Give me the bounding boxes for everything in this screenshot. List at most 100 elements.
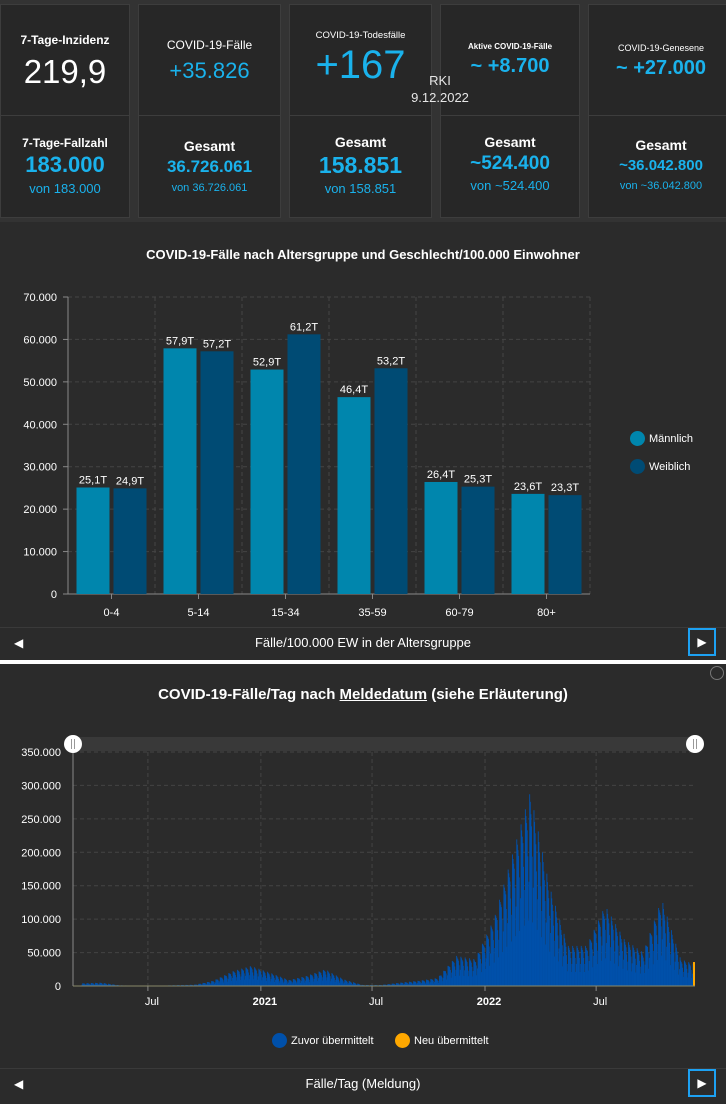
- daily-bar-zuvor: [491, 927, 493, 986]
- daily-bar-zuvor: [278, 978, 279, 986]
- chart1-next-button[interactable]: ▶: [688, 628, 716, 656]
- daily-bar-zuvor: [391, 983, 393, 986]
- daily-bar-zuvor: [414, 981, 416, 986]
- daily-bar-zuvor: [586, 949, 588, 986]
- legend-maennlich[interactable]: Männlich: [630, 431, 693, 446]
- daily-bar-zuvor: [675, 947, 677, 986]
- daily-bar-zuvor: [338, 982, 340, 986]
- daily-bar-zuvor: [224, 975, 226, 986]
- daily-bar-zuvor: [594, 933, 596, 986]
- expand-icon[interactable]: [710, 666, 724, 680]
- legend-zuvor[interactable]: Zuvor übermittelt: [272, 1033, 374, 1048]
- daily-bar-zuvor: [439, 975, 441, 986]
- daily-bar-zuvor: [305, 980, 307, 986]
- daily-bar-zuvor: [400, 982, 402, 986]
- daily-bar-zuvor: [313, 981, 314, 986]
- daily-bar-zuvor: [291, 983, 293, 986]
- chart2-next-button[interactable]: ▶: [688, 1069, 716, 1097]
- y-tick-label: 60.000: [23, 334, 57, 346]
- daily-bar-zuvor: [450, 977, 452, 986]
- daily-bar-zuvor: [456, 955, 458, 986]
- age-gender-chart-panel: COVID-19-Fälle nach Altersgruppe und Ges…: [0, 222, 726, 660]
- daily-bar-zuvor: [277, 977, 279, 986]
- daily-bar-zuvor: [217, 979, 219, 986]
- daily-bar-zuvor: [477, 952, 479, 986]
- daily-bar-zuvor: [556, 917, 558, 986]
- daily-bar-zuvor: [287, 982, 289, 986]
- daily-bar-zuvor: [327, 971, 329, 986]
- daily-bar-zuvor: [456, 957, 458, 986]
- daily-bar-zuvor: [523, 866, 524, 986]
- daily-bar-zuvor: [577, 949, 579, 986]
- daily-bar-zuvor: [185, 984, 187, 986]
- daily-bar-zuvor: [247, 969, 249, 986]
- y-tick-label: 0: [51, 589, 57, 601]
- daily-bar-zuvor: [561, 945, 563, 986]
- daily-bar-zuvor: [345, 980, 346, 986]
- daily-bar-zuvor: [427, 980, 429, 986]
- chart2-prev-button[interactable]: ◀: [14, 1077, 24, 1091]
- daily-bar-zuvor: [286, 981, 288, 986]
- daily-bar-zuvor: [268, 974, 270, 986]
- y-tick-label: 200.000: [21, 847, 61, 859]
- daily-bar-zuvor: [228, 973, 230, 986]
- chart2-nav-label: Fälle/Tag (Meldung): [305, 1076, 421, 1091]
- daily-bar-zuvor: [337, 977, 339, 986]
- daily-bar-zuvor: [106, 984, 108, 986]
- daily-bar-zuvor: [648, 968, 650, 986]
- daily-bar-zuvor: [574, 957, 576, 986]
- daily-bar-zuvor: [671, 934, 673, 986]
- daily-bar-zuvor: [419, 981, 421, 986]
- daily-bar-zuvor: [553, 956, 555, 986]
- daily-bar-zuvor: [598, 922, 600, 986]
- daily-bar-zuvor: [576, 945, 578, 986]
- legend-neu[interactable]: Neu übermittelt: [395, 1033, 489, 1048]
- daily-bar-zuvor: [309, 979, 311, 986]
- daily-bar-zuvor: [625, 944, 626, 986]
- daily-bar-zuvor: [261, 980, 263, 986]
- chart1-prev-button[interactable]: ◀: [14, 636, 24, 650]
- daily-bar-zuvor: [449, 967, 451, 986]
- daily-bar-zuvor: [235, 975, 237, 986]
- y-tick-label: 40.000: [23, 419, 57, 431]
- fallzahl-value: 183.000: [25, 152, 105, 177]
- meldedatum-link[interactable]: Meldedatum: [339, 686, 428, 703]
- daily-bar-zuvor: [202, 982, 204, 986]
- daily-bar-zuvor: [473, 959, 475, 986]
- daily-bar-zuvor: [619, 931, 621, 986]
- daily-bar-zuvor: [357, 983, 359, 986]
- daily-bar-zuvor: [446, 979, 448, 986]
- daily-bar-zuvor: [282, 983, 284, 986]
- daily-bar-zuvor: [575, 971, 577, 986]
- daily-bar-zuvor: [387, 984, 389, 986]
- genesene-gesamt-sub: von ~36.042.800: [619, 180, 703, 192]
- daily-bar-zuvor: [247, 972, 249, 986]
- daily-bar-zuvor: [632, 947, 634, 986]
- daily-bar-zuvor: [276, 975, 278, 986]
- daily-bar-zuvor: [399, 984, 401, 986]
- daily-bar-zuvor: [236, 977, 238, 986]
- daily-bar-zuvor: [440, 975, 442, 986]
- aktive-gesamt-value: ~524.400: [470, 153, 550, 174]
- daily-bar-zuvor: [569, 951, 571, 986]
- daily-bar-zuvor: [374, 984, 376, 986]
- daily-bar-zuvor: [534, 821, 536, 986]
- daily-bar-zuvor: [544, 901, 546, 986]
- daily-bar-zuvor: [621, 950, 623, 986]
- daily-bar-zuvor: [102, 984, 104, 986]
- daily-bar-zuvor: [425, 982, 427, 986]
- daily-bar-zuvor: [430, 979, 432, 986]
- daily-bar-zuvor: [114, 984, 116, 986]
- daily-bar-zuvor: [235, 980, 237, 986]
- daily-bar-zuvor: [628, 942, 629, 986]
- daily-bar-zuvor: [583, 957, 585, 986]
- daily-bar-zuvor: [472, 976, 474, 986]
- daily-bar-zuvor: [470, 961, 472, 986]
- daily-bar-zuvor: [248, 979, 250, 986]
- legend-weiblich[interactable]: Weiblich: [630, 459, 690, 474]
- x-tick-label: 60-79: [445, 607, 473, 619]
- range-slider-end-handle[interactable]: [686, 735, 704, 753]
- daily-bar-zuvor: [673, 952, 675, 986]
- daily-bar-zuvor: [457, 960, 459, 986]
- range-slider-start-handle[interactable]: [64, 735, 82, 753]
